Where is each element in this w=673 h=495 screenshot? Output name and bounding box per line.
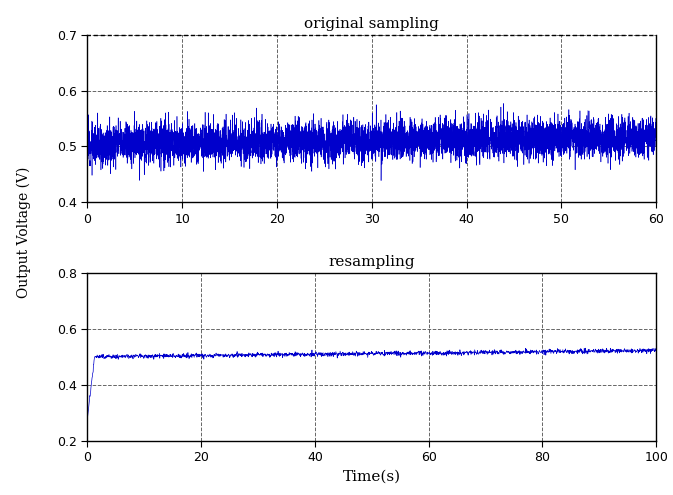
Title: original sampling: original sampling <box>304 17 439 31</box>
X-axis label: Time(s): Time(s) <box>343 470 401 484</box>
Title: resampling: resampling <box>328 255 415 269</box>
Text: Output Voltage (V): Output Voltage (V) <box>17 167 31 298</box>
